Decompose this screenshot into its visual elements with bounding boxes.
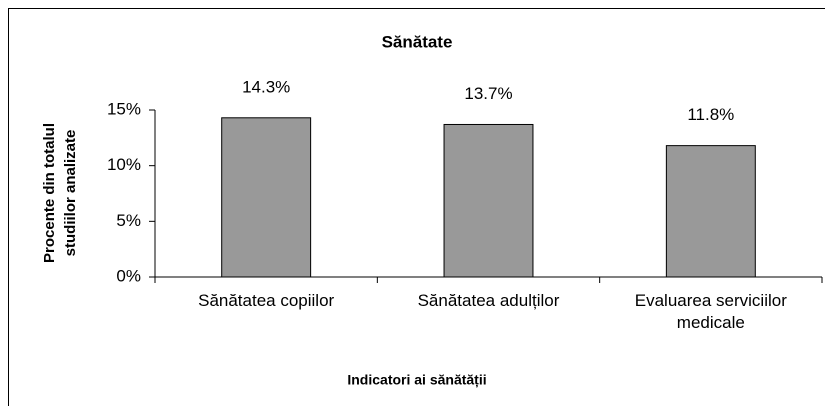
x-tick-label: Sănătatea adulților bbox=[417, 291, 560, 310]
border bbox=[8, 8, 825, 406]
y-tick-label: 0% bbox=[116, 266, 141, 285]
data-label: 13.7% bbox=[464, 84, 512, 103]
y-tick-label: 10% bbox=[107, 155, 141, 174]
x-tick-label: Sănătatea copiilor bbox=[198, 291, 335, 310]
bar bbox=[443, 123, 534, 278]
bar bbox=[221, 117, 312, 278]
y-tick-label: 5% bbox=[116, 211, 141, 230]
bar bbox=[665, 145, 756, 278]
x-tick-label: Evaluarea serviciilor medicale bbox=[634, 291, 787, 332]
chart-title: Sănătate bbox=[382, 32, 453, 51]
data-label: 11.8% bbox=[687, 105, 734, 124]
y-axis-title: studiilor analizate bbox=[62, 130, 79, 257]
x-axis-title: Indicatori ai sănătății bbox=[347, 372, 486, 388]
y-axis-title: Procente din totalul bbox=[41, 123, 58, 263]
data-label: 14.3% bbox=[242, 77, 290, 96]
y-tick-label: 15% bbox=[107, 99, 141, 118]
